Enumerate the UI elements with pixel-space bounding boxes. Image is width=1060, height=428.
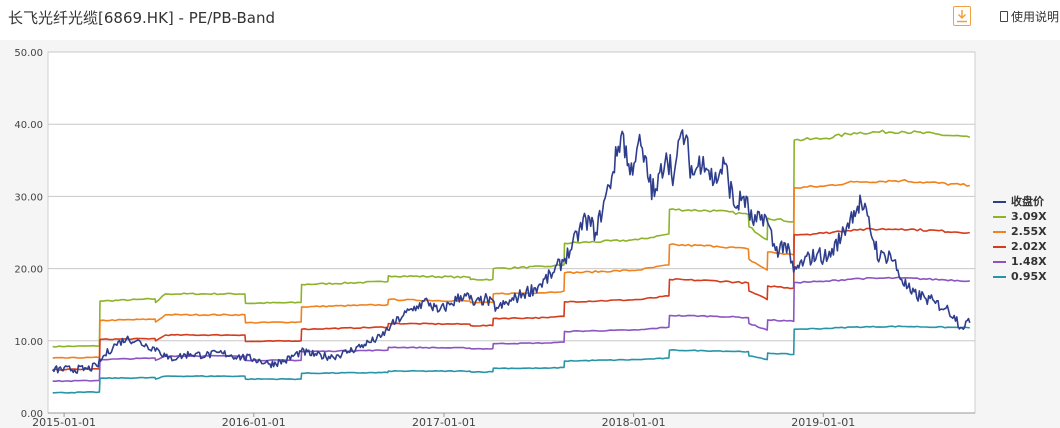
page-title: 长飞光纤光缆[6869.HK] - PE/PB-Band	[8, 9, 276, 27]
download-icon	[957, 10, 967, 23]
legend-item[interactable]: 0.95X	[993, 269, 1047, 284]
x-tick-label: 2017-01-01	[412, 416, 476, 428]
legend-item[interactable]: 收盘价	[993, 194, 1047, 209]
legend-swatch	[993, 201, 1006, 203]
y-tick-label: 20.00	[14, 265, 43, 276]
header-bar: 长飞光纤光缆[6869.HK] - PE/PB-Band 使用说明	[0, 0, 1060, 36]
series-line-2.02X	[52, 227, 970, 371]
help-label: 使用说明	[1011, 10, 1060, 24]
series-line-2.55X	[52, 179, 970, 359]
legend-item[interactable]: 2.55X	[993, 224, 1047, 239]
y-tick-label: 40.00	[14, 120, 43, 131]
download-button[interactable]	[953, 6, 971, 26]
x-tick-label: 2016-01-01	[222, 416, 286, 428]
legend-label: 3.09X	[1011, 210, 1047, 223]
series-line-close	[52, 129, 971, 374]
legend-swatch	[993, 276, 1006, 278]
legend-label: 1.48X	[1011, 255, 1047, 268]
legend-swatch	[993, 246, 1006, 248]
help-link[interactable]: 使用说明	[1000, 8, 1059, 25]
y-tick-label: 0.00	[21, 409, 43, 420]
y-tick-label: 10.00	[14, 337, 43, 348]
document-icon	[1000, 11, 1008, 22]
legend-label: 2.02X	[1011, 240, 1047, 253]
legend-item[interactable]: 2.02X	[993, 239, 1047, 254]
x-tick-label: 2018-01-01	[602, 416, 666, 428]
series-line-3.09X	[52, 129, 971, 348]
chart-area: 0.00 10.00 20.00 30.00 40.00 50.00 2015-01-01 2…	[0, 40, 1060, 428]
x-tick-label: 2015-01-01	[32, 416, 96, 428]
legend-label: 2.55X	[1011, 225, 1047, 238]
chart-legend: 收盘价 3.09X 2.55X 2.02X 1.48X 0.95X	[993, 194, 1047, 284]
legend-label: 0.95X	[1011, 270, 1047, 283]
plot-background	[47, 51, 976, 414]
x-tick-label: 2019-01-01	[791, 416, 855, 428]
legend-item[interactable]: 3.09X	[993, 209, 1047, 224]
legend-item[interactable]: 1.48X	[993, 254, 1047, 269]
y-tick-label: 50.00	[14, 48, 43, 59]
legend-swatch	[993, 231, 1006, 233]
pe-pb-band-chart: 0.00 10.00 20.00 30.00 40.00 50.00 2015-01-01 2…	[14, 48, 976, 428]
series-line-0.95X	[52, 325, 970, 394]
y-tick-label: 30.00	[14, 192, 43, 203]
legend-swatch	[993, 216, 1006, 218]
legend-label: 收盘价	[1011, 195, 1044, 208]
legend-swatch	[993, 261, 1006, 263]
